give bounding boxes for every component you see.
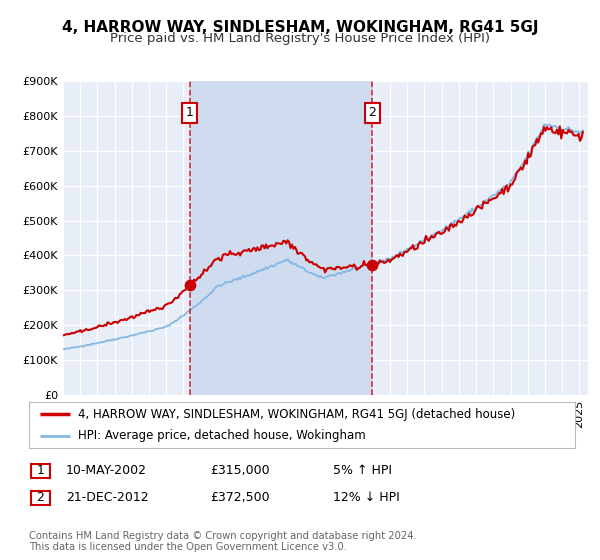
- Text: Contains HM Land Registry data © Crown copyright and database right 2024.
This d: Contains HM Land Registry data © Crown c…: [29, 531, 416, 553]
- Text: 1: 1: [186, 106, 194, 119]
- Text: 10-MAY-2002: 10-MAY-2002: [66, 464, 147, 478]
- Text: 12% ↓ HPI: 12% ↓ HPI: [333, 491, 400, 505]
- Text: 21-DEC-2012: 21-DEC-2012: [66, 491, 149, 505]
- Point: [368, 260, 377, 269]
- Text: Price paid vs. HM Land Registry's House Price Index (HPI): Price paid vs. HM Land Registry's House …: [110, 32, 490, 45]
- Text: 5% ↑ HPI: 5% ↑ HPI: [333, 464, 392, 478]
- Text: 2: 2: [37, 491, 44, 505]
- Text: 2: 2: [368, 106, 376, 119]
- Bar: [190, 81, 373, 395]
- Text: £372,500: £372,500: [210, 491, 269, 505]
- Text: 4, HARROW WAY, SINDLESHAM, WOKINGHAM, RG41 5GJ: 4, HARROW WAY, SINDLESHAM, WOKINGHAM, RG…: [62, 20, 538, 35]
- Text: 1: 1: [37, 464, 44, 478]
- Text: 4, HARROW WAY, SINDLESHAM, WOKINGHAM, RG41 5GJ (detached house): 4, HARROW WAY, SINDLESHAM, WOKINGHAM, RG…: [78, 408, 515, 421]
- Text: £315,000: £315,000: [210, 464, 269, 478]
- Point: [185, 281, 194, 290]
- Text: HPI: Average price, detached house, Wokingham: HPI: Average price, detached house, Woki…: [78, 429, 365, 442]
